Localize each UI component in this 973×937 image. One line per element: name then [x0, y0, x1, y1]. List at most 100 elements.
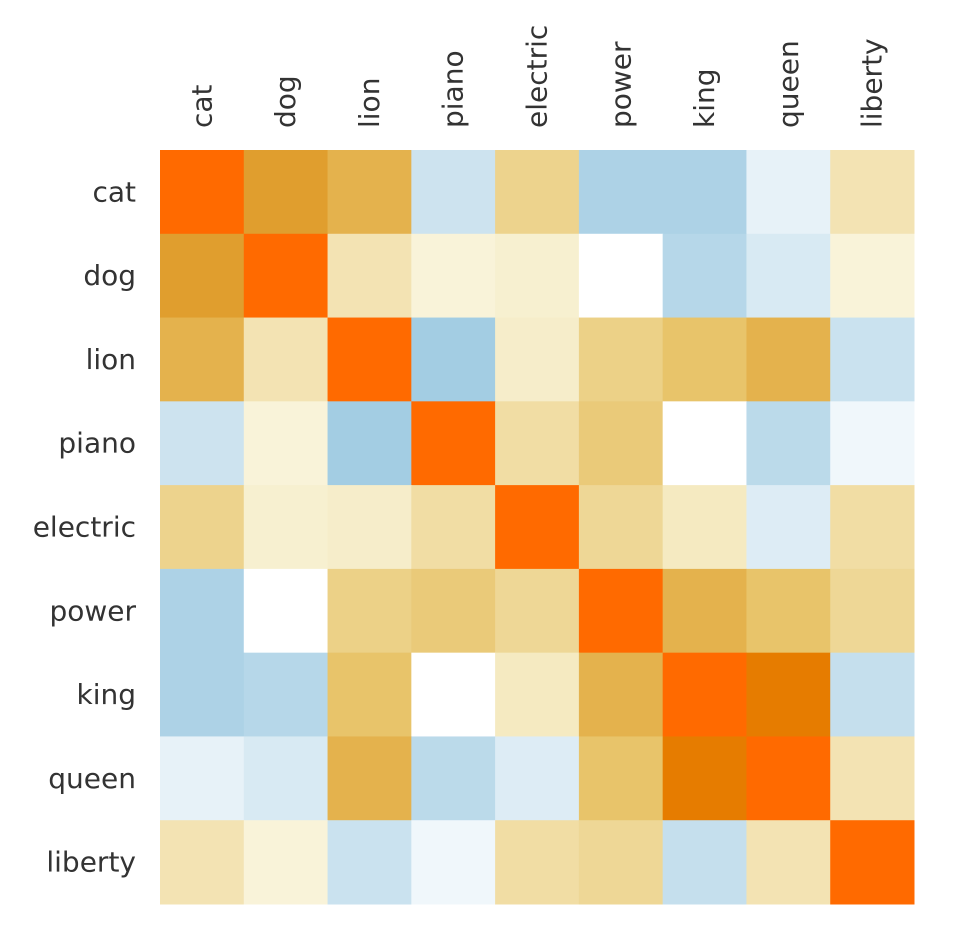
heatmap-cell-piano-cat [160, 401, 245, 486]
y-axis-tick-labels: cat dog lion piano electric power king queen lib… [33, 175, 137, 878]
heatmap-cell-queen-dog [243, 736, 329, 821]
x-tick-label-cat: cat [185, 84, 218, 128]
heatmap-cell-queen-piano [411, 736, 496, 821]
heatmap-cell-lion-power [578, 317, 664, 402]
heatmap-cell-liberty-lion [327, 820, 412, 905]
heatmap-cell-power-electric [495, 568, 580, 654]
x-axis-tick-labels: cat dog lion piano electric power king queen lib… [185, 25, 888, 128]
heatmap-cell-electric-power [578, 485, 664, 570]
heatmap-cell-lion-liberty [830, 317, 915, 402]
y-tick-label-piano: piano [58, 427, 136, 460]
heatmap-cell-dog-piano [411, 233, 496, 319]
x-tick-label-liberty: liberty [856, 38, 889, 128]
heatmap-cell-king-electric [495, 652, 580, 737]
heatmap-cell-dog-king [662, 233, 747, 319]
heatmap-cell-electric-dog [243, 485, 329, 570]
heatmap-cell-liberty-dog [243, 820, 329, 905]
heatmap-cell-king-cat [160, 652, 245, 737]
heatmap-cell-power-lion [327, 568, 412, 654]
heatmap-cell-electric-electric [495, 485, 580, 570]
heatmap-cell-piano-piano [411, 401, 496, 486]
heatmap-cell-power-liberty [830, 568, 915, 654]
heatmap-cell-piano-lion [327, 401, 412, 486]
heatmap-cell-dog-queen [746, 233, 831, 319]
heatmap-cell-power-king [662, 568, 747, 654]
heatmap-cell-electric-piano [411, 485, 496, 570]
y-tick-label-king: king [76, 678, 136, 711]
heatmap-cell-king-piano [411, 652, 496, 737]
heatmap-cell-queen-king [662, 736, 747, 821]
heatmap-cell-liberty-piano [411, 820, 496, 905]
heatmap-cell-cat-queen [746, 150, 831, 235]
heatmap-cell-cat-liberty [830, 150, 915, 235]
heatmap-cell-lion-queen [746, 317, 831, 402]
heatmap-cell-lion-lion [327, 317, 412, 402]
heatmap-cell-liberty-power [578, 820, 664, 905]
heatmap-cell-liberty-electric [495, 820, 580, 905]
heatmap-cell-lion-electric [495, 317, 580, 402]
heatmap-cell-liberty-liberty [830, 820, 915, 905]
heatmap-cell-king-queen [746, 652, 831, 737]
heatmap-cell-piano-power [578, 401, 664, 486]
heatmap-cell-king-liberty [830, 652, 915, 737]
heatmap-cell-liberty-cat [160, 820, 245, 905]
x-tick-label-power: power [604, 41, 637, 128]
heatmap-cell-dog-lion [327, 233, 412, 319]
heatmap-cell-dog-cat [160, 233, 245, 319]
heatmap-cell-electric-king [662, 485, 747, 570]
heatmap-cell-cat-dog [243, 150, 329, 235]
heatmap-cell-king-power [578, 652, 664, 737]
heatmap-cell-dog-power [578, 233, 664, 319]
heatmap-cell-queen-cat [160, 736, 245, 821]
y-tick-label-power: power [49, 594, 136, 627]
heatmap-cell-liberty-queen [746, 820, 831, 905]
y-tick-label-queen: queen [48, 762, 136, 795]
heatmap-cell-lion-king [662, 317, 747, 402]
heatmap-cell-queen-liberty [830, 736, 915, 821]
heatmap-cell-piano-queen [746, 401, 831, 486]
x-tick-label-lion: lion [353, 78, 386, 128]
heatmap-cell-lion-piano [411, 317, 496, 402]
heatmap-cell-queen-queen [746, 736, 831, 821]
heatmap-cell-king-lion [327, 652, 412, 737]
heatmap-cell-electric-lion [327, 485, 412, 570]
heatmap-cell-piano-liberty [830, 401, 915, 486]
heatmap-cell-cat-electric [495, 150, 580, 235]
heatmap-cell-electric-queen [746, 485, 831, 570]
heatmap-cell-king-dog [243, 652, 329, 737]
heatmap-cell-power-dog [243, 568, 329, 654]
heatmap-cell-liberty-king [662, 820, 747, 905]
heatmap-cell-piano-king [662, 401, 747, 486]
heatmap-cell-dog-liberty [830, 233, 915, 319]
heatmap-cell-cat-piano [411, 150, 496, 235]
heatmap-cell-queen-power [578, 736, 664, 821]
heatmap-cells [160, 150, 915, 905]
heatmap-cell-queen-lion [327, 736, 412, 821]
heatmap-cell-electric-cat [160, 485, 245, 570]
y-tick-label-liberty: liberty [46, 846, 136, 879]
heatmap-cell-dog-dog [243, 233, 329, 319]
x-tick-label-piano: piano [437, 50, 470, 128]
x-tick-label-queen: queen [772, 40, 805, 128]
heatmap-cell-electric-liberty [830, 485, 915, 570]
heatmap-cell-cat-lion [327, 150, 412, 235]
heatmap-cell-cat-cat [160, 150, 245, 235]
heatmap-cell-cat-king [662, 150, 747, 235]
heatmap-cell-cat-power [578, 150, 664, 235]
heatmap-cell-dog-electric [495, 233, 580, 319]
heatmap-cell-power-power [578, 568, 664, 654]
x-tick-label-dog: dog [269, 75, 302, 128]
heatmap-cell-power-queen [746, 568, 831, 654]
y-tick-label-electric: electric [33, 511, 136, 544]
y-tick-label-lion: lion [86, 343, 136, 376]
heatmap-cell-king-king [662, 652, 747, 737]
heatmap-cell-piano-dog [243, 401, 329, 486]
heatmap-cell-lion-cat [160, 317, 245, 402]
heatmap-cell-power-cat [160, 568, 245, 654]
x-tick-label-electric: electric [521, 25, 554, 128]
x-tick-label-king: king [688, 68, 721, 128]
heatmap-cell-queen-electric [495, 736, 580, 821]
y-tick-label-dog: dog [83, 259, 136, 292]
